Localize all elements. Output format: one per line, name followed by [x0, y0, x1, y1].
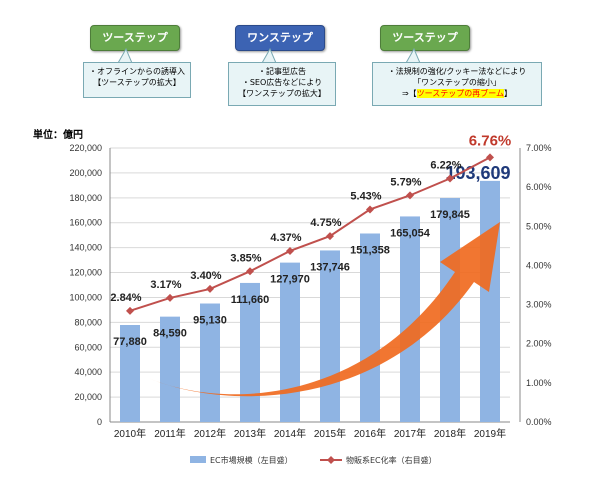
line-value-label: 4.75%: [310, 217, 341, 229]
line-value-label: 3.40%: [190, 270, 221, 282]
bar: [280, 262, 300, 422]
line-point: [486, 153, 494, 162]
y-right-tick-label: 1.00%: [526, 378, 552, 388]
y-left-tick-label: 220,000: [69, 143, 102, 153]
flow-note-3: ・法規制の強化/クッキー法などにより 「ワンステップの縮小」 ⇒【ツーステップの…: [372, 62, 542, 106]
bar-value-label: 165,054: [390, 227, 431, 239]
x-tick-label: 2011年: [154, 427, 186, 440]
bar-value-label: 137,746: [310, 261, 350, 273]
flow-note-1-line-2: 【ツーステップの拡大】: [93, 78, 181, 87]
line-point: [366, 205, 374, 214]
bar-value-label: 179,845: [430, 209, 470, 221]
y-left-tick-label: 200,000: [69, 168, 102, 178]
line-value-label: 6.76%: [469, 132, 512, 149]
y-left-tick-label: 140,000: [69, 243, 102, 253]
bar: [240, 282, 260, 422]
y-right-tick-label: 3.00%: [526, 300, 552, 310]
y-left-tick-label: 20,000: [74, 392, 102, 402]
y-left-tick-label: 100,000: [69, 292, 102, 302]
line-value-label: 2.84%: [110, 292, 141, 304]
y-left-tick-label: 80,000: [74, 317, 102, 327]
bar-value-label: 77,880: [113, 336, 147, 348]
line-value-label: 5.43%: [350, 190, 381, 202]
legend-line-label: 物販系EC化率（右目盛）: [346, 455, 437, 465]
flow-note-3-line-3: ⇒【ツーステップの再ブーム】: [375, 88, 539, 99]
x-tick-label: 2010年: [114, 427, 146, 440]
line-point: [326, 232, 334, 241]
y-left-tick-label: 0: [97, 417, 102, 427]
flow-note-1: ・オフラインからの誘導入 【ツーステップの拡大】: [83, 62, 191, 98]
flow-note-3-line-2: 「ワンステップの縮小」: [413, 78, 501, 87]
flow-note-2: ・記事型広告 ・SEO広告などにより 【ワンステップの拡大】: [228, 62, 336, 106]
y-right-tick-label: 4.00%: [526, 260, 552, 270]
y-left-tick-label: 160,000: [69, 218, 102, 228]
flow-note-3-line-1: ・法規制の強化/クッキー法などにより: [387, 67, 527, 76]
bar: [480, 180, 500, 422]
bar: [120, 325, 140, 422]
bar: [160, 316, 180, 422]
line-point: [446, 174, 454, 183]
x-tick-label: 2017年: [394, 427, 426, 440]
line-point: [286, 246, 294, 255]
x-tick-label: 2012年: [194, 427, 226, 440]
unit-label: 単位：億円: [33, 130, 83, 141]
legend-bar-swatch: [190, 456, 206, 463]
y-right-tick-label: 2.00%: [526, 339, 552, 349]
flow-note-3-highlight: ツーステップの再ブーム: [416, 89, 505, 98]
flow-note-2-line-2: ・SEO広告などにより: [241, 78, 323, 87]
y-right-tick-label: 6.00%: [526, 182, 552, 192]
x-tick-label: 2013年: [234, 427, 266, 440]
bar: [200, 303, 220, 422]
line-point: [206, 284, 214, 293]
trend-arrow-icon: [148, 222, 500, 397]
y-left-tick-label: 60,000: [74, 342, 102, 352]
bar-value-label: 95,130: [193, 315, 227, 327]
x-tick-label: 2016年: [354, 427, 386, 440]
legend-line-marker: [327, 456, 335, 464]
bar-value-label: 84,590: [153, 328, 187, 340]
x-tick-label: 2018年: [434, 427, 466, 440]
bar-value-label: 151,358: [350, 244, 390, 256]
flow-note-2-line-1: ・記事型広告: [258, 67, 306, 76]
flow-step-1: ツーステップ: [90, 25, 180, 51]
bar: [400, 216, 420, 422]
line-value-label: 4.37%: [270, 232, 301, 244]
flow-note-1-line-1: ・オフラインからの誘導入: [89, 67, 185, 76]
x-tick-label: 2014年: [274, 427, 306, 440]
bar-value-label: 127,970: [270, 274, 310, 286]
legend-bar-label: EC市場規模（左目盛）: [210, 455, 293, 465]
y-right-tick-label: 5.00%: [526, 221, 552, 231]
y-left-tick-label: 180,000: [69, 193, 102, 203]
y-right-tick-label: 0.00%: [526, 417, 552, 427]
line-value-label: 3.85%: [230, 252, 261, 264]
bar: [320, 250, 340, 422]
series-line: [129, 156, 491, 312]
line-point: [126, 306, 134, 315]
x-tick-label: 2015年: [314, 427, 346, 440]
line-point: [246, 267, 254, 276]
line-value-label: 5.79%: [390, 176, 421, 188]
line-value-label: 3.17%: [150, 279, 181, 291]
flow-note-2-line-3: 【ワンステップの拡大】: [238, 89, 326, 98]
bar-value-label: 111,660: [231, 294, 270, 306]
line-point: [166, 293, 174, 302]
y-left-tick-label: 40,000: [74, 367, 102, 377]
flow-step-3: ツーステップ: [380, 25, 470, 51]
x-tick-label: 2019年: [474, 427, 506, 440]
bar-value-label: 193,609: [445, 163, 510, 183]
line-value-label: 6.22%: [430, 160, 461, 172]
y-left-tick-label: 120,000: [69, 268, 102, 278]
flow-note-3-prefix: ⇒【: [401, 89, 417, 98]
flow-note-3-suffix: 】: [504, 89, 513, 98]
y-right-tick-label: 7.00%: [526, 143, 552, 153]
bar: [360, 233, 380, 422]
line-point: [406, 191, 414, 200]
flow-step-2: ワンステップ: [235, 25, 325, 51]
